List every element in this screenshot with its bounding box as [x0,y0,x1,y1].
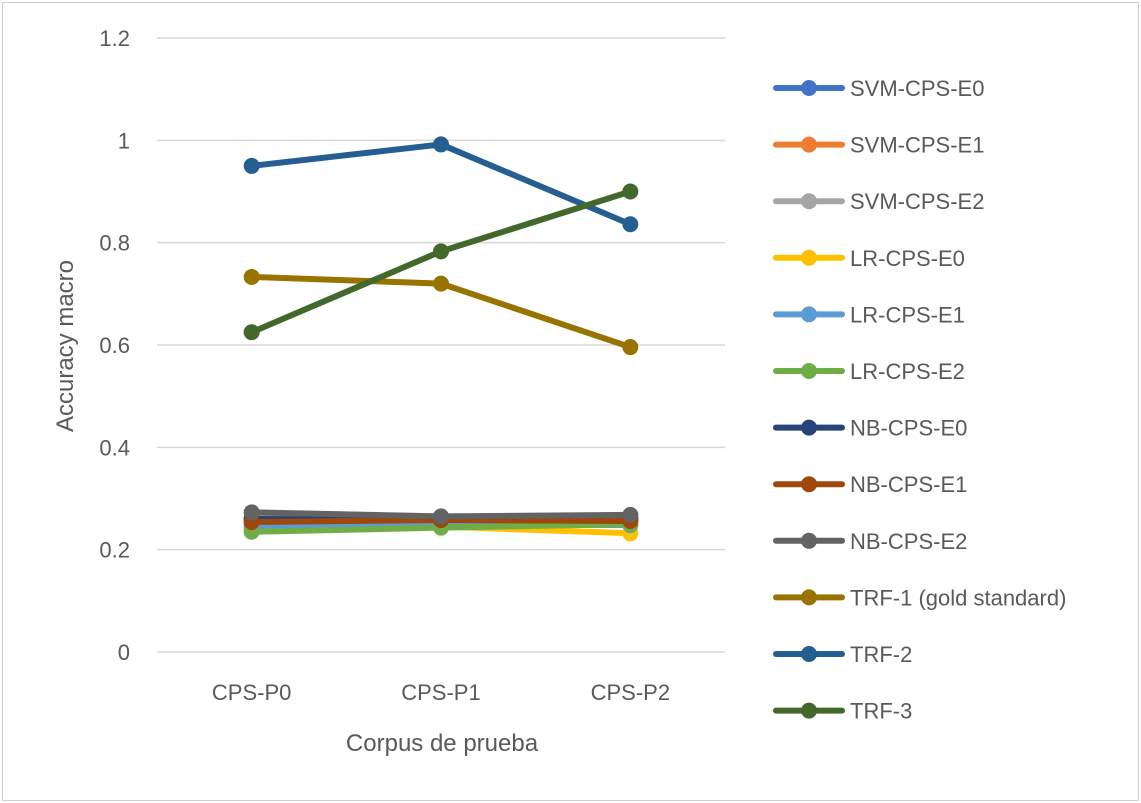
series [243,504,639,525]
legend-marker [801,306,817,323]
legend-item: LR-CPS-E0 [773,246,965,271]
y-tick-label: 0.6 [99,333,130,358]
legend-label: NB-CPS-E2 [850,529,967,554]
legend-marker [801,476,817,493]
legend-label: LR-CPS-E0 [850,246,965,271]
data-point [243,157,260,174]
y-tick-label: 1 [118,128,130,153]
data-point [622,216,639,233]
legend-marker [801,363,817,379]
legend-marker [801,532,817,549]
y-tick-label: 0.8 [99,231,130,256]
y-tick-label: 0.2 [99,538,130,563]
series-line [248,188,634,336]
legend-marker [801,419,817,436]
data-point [243,324,260,341]
data-point [433,508,449,525]
y-tick-labels: 0 0.2 0.4 0.6 0.8 1 1.2 [99,26,130,665]
x-tick-label: CPS-P2 [591,680,670,705]
legend: SVM-CPS-E0 SVM-CPS-E1 SVM-CPS-E2 LR-CPS-E0 L… [773,76,1066,724]
legend-label: TRF-1 (gold standard) [850,585,1066,610]
x-tick-labels: CPS-P0 CPS-P1 CPS-P2 [212,680,670,705]
legend-marker [801,646,817,662]
y-tick-label: 0 [118,640,130,665]
y-tick-label: 0.4 [99,435,130,460]
data-point [243,268,260,285]
legend-label: SVM-CPS-E2 [850,189,984,214]
data-point [622,506,639,523]
data-point [622,339,639,356]
legend-label: NB-CPS-E0 [850,416,967,441]
legend-item: NB-CPS-E1 [773,472,967,497]
data-point [433,275,449,292]
legend-marker [801,249,817,266]
legend-marker [801,80,817,96]
gridlines [157,37,725,653]
series [243,183,639,341]
x-tick-label: CPS-P1 [401,680,480,705]
data-point [433,136,449,153]
legend-marker [801,589,817,606]
y-axis-title: Accuracy macro [52,260,79,432]
legend-label: TRF-3 [850,699,912,724]
series [243,268,639,356]
legend-item: SVM-CPS-E1 [773,133,984,158]
legend-label: SVM-CPS-E1 [850,133,984,158]
legend-item: LR-CPS-E1 [773,302,965,327]
legend-item: LR-CPS-E2 [773,359,965,384]
legend-item: SVM-CPS-E0 [773,76,984,101]
legend-item: TRF-1 (gold standard) [773,585,1066,610]
data-point [243,504,260,521]
legend-label: NB-CPS-E1 [850,472,967,497]
legend-marker [801,702,817,719]
legend-item: TRF-2 [773,642,912,667]
data-point [433,243,449,260]
x-tick-label: CPS-P0 [212,680,291,705]
legend-label: TRF-2 [850,642,912,667]
legend-label: LR-CPS-E2 [850,359,965,384]
legend-item: TRF-3 [773,699,912,724]
legend-label: SVM-CPS-E0 [850,76,984,101]
legend-item: NB-CPS-E2 [773,529,967,554]
series [243,136,639,233]
legend-label: LR-CPS-E1 [850,302,965,327]
legend-item: NB-CPS-E0 [773,416,967,441]
x-axis-title: Corpus de prueba [346,730,539,757]
y-tick-label: 1.2 [99,26,130,51]
series-lines [243,136,639,542]
legend-marker [801,193,817,210]
data-point [622,183,639,200]
legend-item: SVM-CPS-E2 [773,189,984,214]
legend-marker [801,136,817,153]
